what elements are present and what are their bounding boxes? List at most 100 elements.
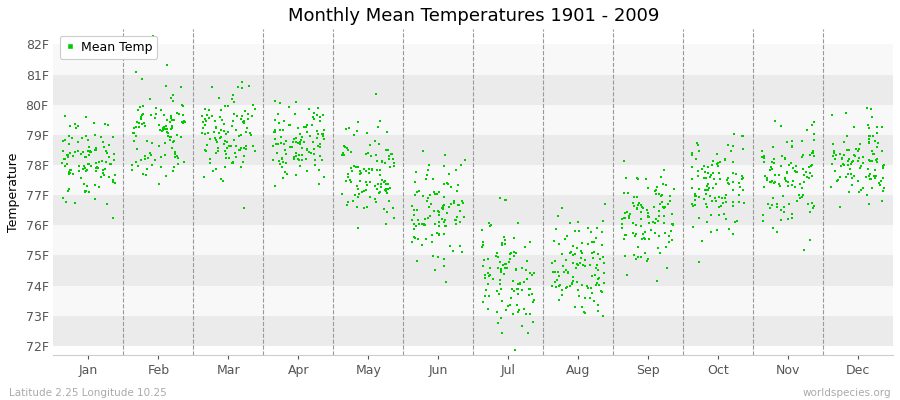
Point <box>684 176 698 182</box>
Point <box>155 128 169 134</box>
Point <box>382 153 396 159</box>
Point <box>776 192 790 199</box>
Point <box>154 107 168 114</box>
Point <box>215 117 230 123</box>
Point <box>551 268 565 275</box>
Point <box>782 201 796 207</box>
Point <box>584 285 598 291</box>
Point <box>273 127 287 133</box>
Point <box>412 188 427 194</box>
Point <box>284 144 299 150</box>
Point <box>457 214 472 220</box>
Point <box>376 179 391 186</box>
Point <box>631 202 645 208</box>
Point <box>438 217 453 223</box>
Point <box>726 143 741 149</box>
Point <box>176 112 191 118</box>
Point <box>659 244 673 250</box>
Point <box>87 132 102 138</box>
Point <box>405 217 419 224</box>
Point <box>688 202 702 208</box>
Point <box>712 170 726 176</box>
Point <box>763 204 778 211</box>
Bar <box>53 165 893 195</box>
Point <box>763 179 778 186</box>
Point <box>164 126 178 132</box>
Point <box>845 159 859 165</box>
Point <box>89 168 104 174</box>
Point <box>267 136 282 142</box>
Point <box>521 330 535 336</box>
Point <box>196 174 211 180</box>
Point <box>220 139 235 146</box>
Point <box>233 146 248 153</box>
Point <box>779 169 794 176</box>
Point <box>62 133 77 140</box>
Point <box>364 153 378 159</box>
Title: Monthly Mean Temperatures 1901 - 2009: Monthly Mean Temperatures 1901 - 2009 <box>288 7 659 25</box>
Point <box>427 208 441 214</box>
Point <box>642 236 656 242</box>
Point <box>490 309 504 316</box>
Point <box>60 152 75 158</box>
Point <box>198 106 212 112</box>
Point <box>652 201 667 208</box>
Point <box>712 194 726 200</box>
Point <box>214 176 229 182</box>
Point <box>57 156 71 162</box>
Point <box>786 177 800 184</box>
Point <box>511 220 526 226</box>
Point <box>840 147 854 154</box>
Point <box>863 175 878 182</box>
Point <box>208 118 222 124</box>
Point <box>552 297 566 303</box>
Point <box>209 136 223 143</box>
Point <box>303 150 318 156</box>
Point <box>293 140 308 147</box>
Point <box>482 265 497 272</box>
Point <box>785 210 799 217</box>
Point <box>634 208 648 215</box>
Point <box>274 140 288 147</box>
Point <box>420 198 435 204</box>
Point <box>598 201 612 207</box>
Point <box>213 134 228 141</box>
Point <box>63 150 77 156</box>
Point <box>698 169 712 176</box>
Point <box>68 149 83 156</box>
Point <box>489 253 503 259</box>
Point <box>491 250 505 256</box>
Point <box>457 157 472 163</box>
Point <box>778 178 793 184</box>
Point <box>387 215 401 221</box>
Point <box>384 151 399 158</box>
Point <box>790 169 805 176</box>
Point <box>590 262 604 268</box>
Point <box>443 243 457 250</box>
Point <box>134 157 148 164</box>
Point <box>58 113 73 120</box>
Point <box>293 136 308 143</box>
Point <box>273 160 287 167</box>
Point <box>76 181 91 187</box>
Point <box>560 284 574 291</box>
Point <box>212 95 227 101</box>
Point <box>99 148 113 155</box>
Point <box>806 148 820 155</box>
Point <box>77 188 92 194</box>
Point <box>862 201 877 207</box>
Point <box>732 180 746 186</box>
Point <box>685 201 699 207</box>
Point <box>494 267 508 274</box>
Point <box>382 185 397 191</box>
Point <box>587 249 601 255</box>
Point <box>637 236 652 242</box>
Point <box>560 233 574 240</box>
Point <box>770 204 784 210</box>
Point <box>636 205 651 211</box>
Point <box>227 99 241 106</box>
Point <box>519 258 534 264</box>
Point <box>513 281 527 288</box>
Point <box>381 146 395 153</box>
Point <box>426 176 440 182</box>
